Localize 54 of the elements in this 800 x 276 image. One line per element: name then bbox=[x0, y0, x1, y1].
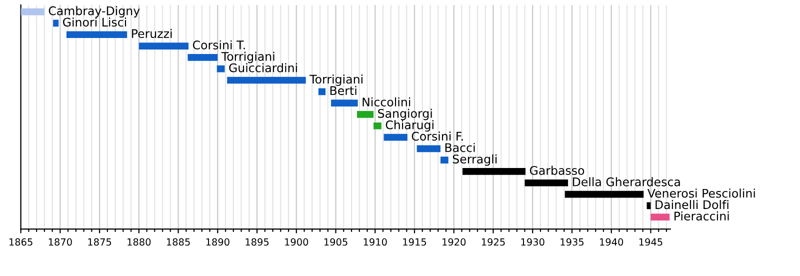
x-tick-label: 1910 bbox=[364, 238, 387, 246]
x-tick-label: 1925 bbox=[482, 238, 505, 246]
y-tick-label: Chiarugi bbox=[386, 120, 434, 132]
bar bbox=[53, 20, 59, 27]
y-tick-label: Bacci bbox=[445, 142, 475, 152]
y-tick-label: Ginori Lisci bbox=[63, 18, 126, 27]
x-tick-label: 1930 bbox=[521, 238, 544, 246]
bar bbox=[227, 76, 306, 84]
bar bbox=[462, 168, 526, 175]
bar bbox=[216, 65, 225, 72]
x-tick-label: 1905 bbox=[324, 238, 348, 246]
bar bbox=[416, 145, 440, 152]
x-tick-label: 1865 bbox=[9, 238, 32, 246]
x-tick-label: 1940 bbox=[600, 238, 624, 246]
x-tick-label: 1945 bbox=[639, 238, 662, 246]
bar bbox=[384, 134, 408, 141]
y-tick-label: Corsini F. bbox=[412, 132, 463, 141]
y-tick-label: Torrigiani bbox=[310, 74, 362, 86]
bar bbox=[331, 100, 358, 106]
x-tick-label: 1870 bbox=[48, 238, 72, 246]
y-tick-label: Cambray-Digny bbox=[48, 6, 140, 18]
y-tick-label: Sangiorgi bbox=[378, 108, 432, 120]
y-tick-label: Corsini T. bbox=[192, 40, 245, 50]
bar bbox=[524, 179, 568, 186]
bar bbox=[20, 8, 44, 16]
bar bbox=[66, 31, 128, 38]
x-tick-label: 1915 bbox=[403, 238, 426, 246]
y-tick-label: Guicciardini bbox=[229, 63, 297, 72]
y-tick-label: Pieraccini bbox=[674, 211, 729, 221]
bar bbox=[440, 156, 448, 164]
x-tick-label: 1935 bbox=[560, 238, 584, 246]
x-tick-label: 1880 bbox=[128, 238, 151, 246]
x-tick-label: 1875 bbox=[88, 238, 112, 246]
bar bbox=[564, 190, 644, 198]
bar bbox=[188, 54, 218, 61]
y-tick-label: Della Gherardesca bbox=[572, 177, 680, 186]
x-tick-label: 1920 bbox=[442, 238, 466, 246]
y-tick-label: Peruzzi bbox=[132, 28, 172, 38]
bar bbox=[357, 111, 374, 118]
y-tick-label: Garbasso bbox=[530, 166, 584, 175]
y-tick-label: Dainelli Dolfi bbox=[656, 200, 728, 210]
bar bbox=[318, 88, 326, 96]
x-tick-label: 1895 bbox=[246, 238, 269, 246]
bar bbox=[138, 42, 189, 50]
x-tick-label: 1890 bbox=[206, 238, 230, 246]
y-tick-label: Niccolini bbox=[362, 97, 410, 106]
y-tick-label: Berti bbox=[330, 86, 356, 96]
bar bbox=[374, 122, 382, 130]
y-tick-label: Serragli bbox=[452, 154, 497, 166]
x-tick-label: 1900 bbox=[285, 238, 308, 246]
x-tick-label: 1885 bbox=[166, 238, 190, 246]
y-tick-label: Torrigiani bbox=[221, 52, 274, 64]
bar bbox=[650, 214, 670, 221]
y-tick-label: Venerosi Pesciolini bbox=[647, 188, 755, 198]
